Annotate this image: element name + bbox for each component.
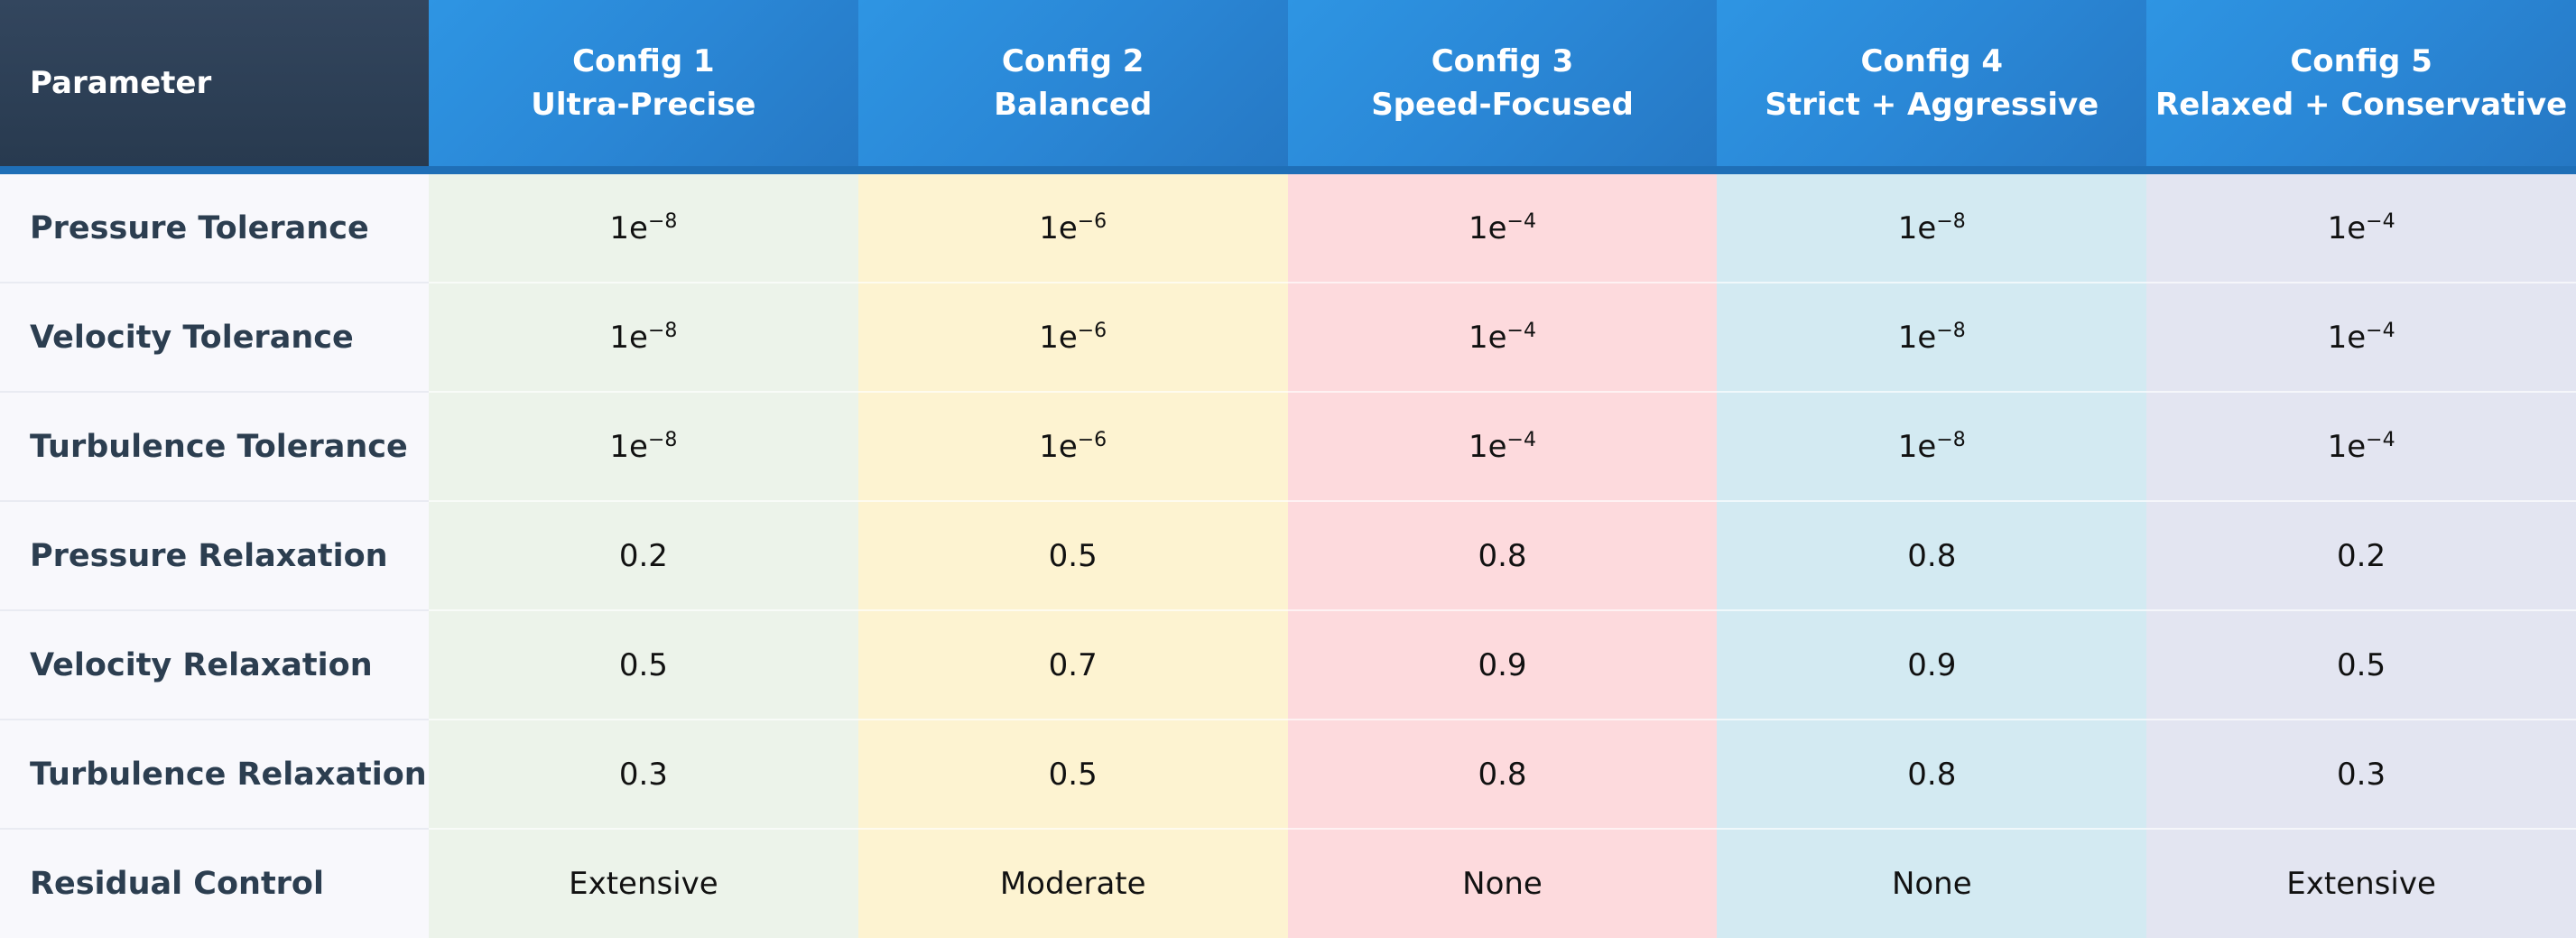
table-cell: 1e−4 xyxy=(2146,283,2576,393)
table-cell: Extensive xyxy=(429,829,858,938)
table-cell: Extensive xyxy=(2146,829,2576,938)
table-cell: 0.3 xyxy=(2146,720,2576,830)
row-label: Turbulence Tolerance xyxy=(0,392,429,502)
table-cell: 1e−6 xyxy=(857,170,1288,283)
config-3-subtitle: Speed-Focused xyxy=(1371,87,1634,123)
table-row-turbulence-relaxation: Turbulence Relaxation 0.3 0.5 0.8 0.8 0.… xyxy=(0,720,2576,830)
config-2-subtitle: Balanced xyxy=(994,87,1153,123)
config-5-column-header: Config 5 Relaxed + Conservative xyxy=(2146,0,2576,174)
table-cell: 0.3 xyxy=(429,720,858,830)
config-5-subtitle: Relaxed + Conservative xyxy=(2155,87,2568,123)
table-cell: 0.9 xyxy=(1287,610,1718,720)
row-label: Residual Control xyxy=(0,829,429,938)
table-cell: 1e−4 xyxy=(1287,283,1718,393)
table-cell: 0.8 xyxy=(1717,501,2147,611)
table-cell: 1e−8 xyxy=(1717,283,2147,393)
config-3-column-header: Config 3 Speed-Focused xyxy=(1287,0,1718,174)
table-cell: None xyxy=(1717,829,2147,938)
table-cell: 0.5 xyxy=(857,501,1288,611)
table-cell: 0.5 xyxy=(857,720,1288,830)
table-cell: 0.8 xyxy=(1287,501,1718,611)
table-cell: 0.7 xyxy=(857,610,1288,720)
config-2-column-header: Config 2 Balanced xyxy=(857,0,1288,174)
row-label: Turbulence Relaxation xyxy=(0,720,429,830)
config-5-name: Config 5 xyxy=(2290,43,2432,79)
config-4-subtitle: Strict + Aggressive xyxy=(1765,87,2099,123)
table-cell: 0.9 xyxy=(1717,610,2147,720)
row-label: Pressure Tolerance xyxy=(0,170,429,283)
config-3-name: Config 3 xyxy=(1431,43,1574,79)
table-row-pressure-relaxation: Pressure Relaxation 0.2 0.5 0.8 0.8 0.2 xyxy=(0,501,2576,611)
table-cell: 1e−8 xyxy=(1717,392,2147,502)
config-4-column-header: Config 4 Strict + Aggressive xyxy=(1717,0,2147,174)
parameter-column-header: Parameter xyxy=(0,0,429,174)
table-row-velocity-tolerance: Velocity Tolerance 1e−8 1e−6 1e−4 1e−8 1… xyxy=(0,283,2576,393)
config-1-subtitle: Ultra-Precise xyxy=(531,87,756,123)
config-1-column-header: Config 1 Ultra-Precise xyxy=(429,0,858,174)
table-cell: Moderate xyxy=(857,829,1288,938)
table-cell: 0.5 xyxy=(429,610,858,720)
table-cell: 1e−8 xyxy=(429,392,858,502)
table-cell: 1e−6 xyxy=(857,283,1288,393)
table-cell: 1e−8 xyxy=(1717,170,2147,283)
table-row-pressure-tolerance: Pressure Tolerance 1e−8 1e−6 1e−4 1e−8 1… xyxy=(0,170,2576,283)
table-cell: 1e−6 xyxy=(857,392,1288,502)
table-cell: 1e−8 xyxy=(429,170,858,283)
table-cell: 0.2 xyxy=(2146,501,2576,611)
config-4-name: Config 4 xyxy=(1860,43,2004,79)
table-row-turbulence-tolerance: Turbulence Tolerance 1e−8 1e−6 1e−4 1e−8… xyxy=(0,392,2576,502)
table-cell: 0.8 xyxy=(1287,720,1718,830)
table-cell: 0.8 xyxy=(1717,720,2147,830)
config-1-name: Config 1 xyxy=(572,43,715,79)
table-row-residual-control: Residual Control Extensive Moderate None… xyxy=(0,829,2576,938)
row-label: Pressure Relaxation xyxy=(0,501,429,611)
config-2-name: Config 2 xyxy=(1001,43,1144,79)
table-cell: 1e−4 xyxy=(2146,170,2576,283)
table-cell: 1e−4 xyxy=(1287,392,1718,502)
table-cell: 1e−4 xyxy=(2146,392,2576,502)
table-cell: 0.2 xyxy=(429,501,858,611)
table-cell: 0.5 xyxy=(2146,610,2576,720)
table-cell: None xyxy=(1287,829,1718,938)
table-cell: 1e−8 xyxy=(429,283,858,393)
row-label: Velocity Tolerance xyxy=(0,283,429,393)
row-label: Velocity Relaxation xyxy=(0,610,429,720)
table-row-velocity-relaxation: Velocity Relaxation 0.5 0.7 0.9 0.9 0.5 xyxy=(0,610,2576,720)
table-cell: 1e−4 xyxy=(1287,170,1718,283)
table-header-row: Parameter Config 1 Ultra-Precise Config … xyxy=(0,0,2576,174)
